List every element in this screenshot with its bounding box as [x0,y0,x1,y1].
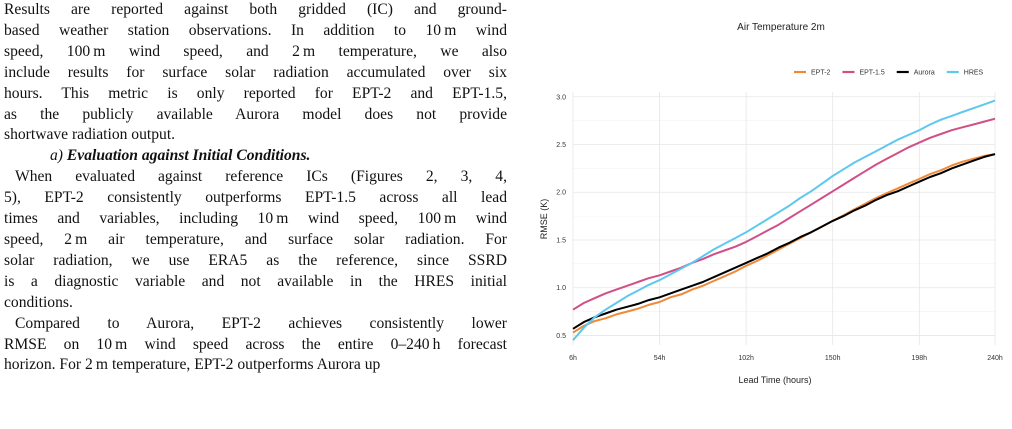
text-line: When evaluated against reference ICs (Fi… [15,168,507,186]
chart-grid [572,92,996,345]
text-line: hours. This metric is only reported for … [4,84,507,102]
x-tick-label: 240h [987,355,1003,362]
y-tick-label: 2.0 [556,190,566,197]
text-line: RMSE on 10 m wind speed across the entir… [4,335,507,353]
intro-paragraph: Results are reported against both gridde… [4,0,507,146]
series-line-ept-1-5 [572,117,996,311]
text-line: Results are reported against both gridde… [4,1,507,18]
text-line: speed, 100 m wind speed, and 2 m tempera… [4,42,507,60]
x-axis-label: Lead Time (hours) [738,375,811,385]
legend-item: EPT-1.5 [842,70,885,77]
x-tick-label: 102h [738,355,754,362]
subsection-heading: a) Evaluation against Initial Conditions… [4,146,507,167]
series-line-aurora [572,153,996,330]
y-axis-ticks: 0.5 1.0 1.5 2.0 2.5 3.0 [556,94,566,340]
y-axis-label: RMSE (K) [539,199,549,240]
text-line: as the publicly available Aurora model d… [4,105,507,123]
text-line: is a diagnostic variable and not availab… [4,272,507,290]
legend-label: EPT-2 [811,70,831,77]
x-axis-ticks: 6h 54h 102h 150h 198h 240h [569,355,1003,362]
y-tick-label: 1.0 [556,285,566,292]
series-line-ept-2 [572,153,996,334]
text-line: times and variables, including 10 m wind… [4,210,507,228]
x-tick-label: 150h [825,355,841,362]
evaluation-paragraph: When evaluated against reference ICs (Fi… [4,167,507,313]
air-temperature-chart: Air Temperature 2m EPT-2 EPT-1.5 Aurora HRE… [539,22,1003,385]
text-line: solar radiation, we use ERA5 as the refe… [4,251,507,269]
comparison-paragraph: Compared to Aurora, EPT-2 achieves consi… [4,314,507,377]
legend-label: Aurora [914,70,935,77]
chart-series [572,99,996,341]
y-tick-label: 2.5 [556,142,566,149]
y-tick-label: 0.5 [556,333,566,340]
x-tick-label: 6h [569,355,577,362]
x-tick-label: 198h [911,355,927,362]
subsection-letter: a) [50,147,63,165]
y-tick-label: 3.0 [556,94,566,101]
series-line-hres [572,99,996,341]
chart-title: Air Temperature 2m [737,22,825,33]
text-line: shortwave radiation output. [4,126,176,144]
text-line: horizon. For 2 m temperature, EPT-2 outp… [4,356,381,374]
text-line: based weather station observations. In a… [4,21,507,39]
legend-item: Aurora [896,70,935,77]
text-line: conditions. [4,293,73,311]
legend-item: HRES [946,70,984,77]
legend-label: EPT-1.5 [859,70,884,77]
text-line: speed, 2 m air temperature, and surface … [4,230,507,248]
legend-label: HRES [964,70,984,77]
text-line: include results for surface solar radiat… [4,63,507,81]
text-line: 5), EPT-2 consistently outperforms EPT-1… [4,189,507,207]
paper-text-column: Results are reported against both gridde… [4,0,507,376]
chart-legend: EPT-2 EPT-1.5 Aurora HRES [794,70,984,77]
x-tick-label: 54h [654,355,666,362]
text-line: Compared to Aurora, EPT-2 achieves consi… [15,314,507,332]
subsection-title: Evaluation against Initial Conditions. [66,147,311,165]
y-tick-label: 1.5 [556,237,566,244]
legend-item: EPT-2 [794,70,831,77]
